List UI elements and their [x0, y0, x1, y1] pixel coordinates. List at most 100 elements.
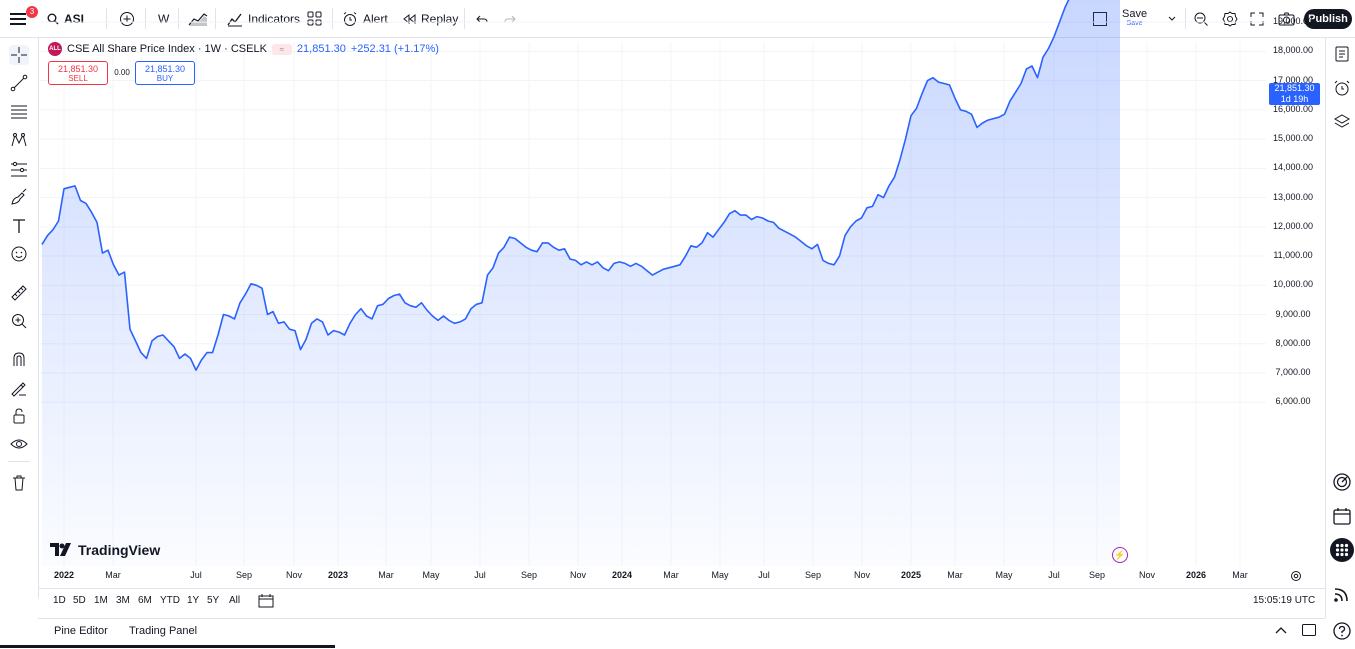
- time-axis-label: Mar: [105, 570, 121, 580]
- time-axis-label: 2025: [900, 570, 922, 580]
- streams-button[interactable]: [1330, 582, 1354, 606]
- lightning-icon: ⚡: [1114, 549, 1126, 560]
- apps-button[interactable]: [1330, 538, 1354, 562]
- text-tool[interactable]: [9, 216, 29, 236]
- brush-icon: [11, 188, 27, 205]
- target-button[interactable]: [1330, 470, 1354, 494]
- time-axis-label: Mar: [663, 570, 679, 580]
- settings-button[interactable]: [1222, 0, 1238, 37]
- magnet-icon: [13, 352, 25, 366]
- drawing-toolbar: [0, 38, 39, 598]
- bottom-scrollbar[interactable]: [0, 645, 335, 648]
- emoji-tool[interactable]: [9, 244, 29, 264]
- tab-trading-panel[interactable]: Trading Panel: [129, 625, 198, 637]
- range-button-ytd[interactable]: YTD: [160, 595, 180, 606]
- help-button[interactable]: [1330, 619, 1354, 643]
- indicators-button[interactable]: Indicators: [227, 0, 300, 37]
- go-to-date-button[interactable]: [258, 593, 274, 608]
- legend-title[interactable]: CSE All Share Price Index · 1W · CSELK: [67, 43, 267, 55]
- zoom-tool[interactable]: [9, 311, 29, 331]
- price-area-fill: [42, 0, 1120, 566]
- symbol-search-button[interactable]: ASI: [47, 0, 84, 37]
- events-marker[interactable]: ⚡: [1112, 547, 1128, 563]
- trash-icon: [13, 475, 25, 491]
- time-axis-label: Nov: [569, 570, 587, 580]
- sell-button[interactable]: 21,851.30 SELL: [48, 61, 108, 85]
- range-button-5d[interactable]: 5D: [73, 595, 86, 606]
- range-button-1y[interactable]: 1Y: [187, 595, 200, 606]
- crosshair-tool[interactable]: [9, 45, 29, 65]
- price-axis-label: 8,000.00: [1275, 337, 1311, 348]
- fullscreen-button[interactable]: [1250, 0, 1264, 37]
- trend-line-tool[interactable]: [9, 73, 29, 93]
- range-button-5y[interactable]: 5Y: [207, 595, 220, 606]
- right-sidebar: [1325, 38, 1355, 618]
- undo-button[interactable]: [475, 0, 489, 37]
- interval-button[interactable]: W: [158, 0, 169, 37]
- time-axis-label: 2024: [611, 570, 633, 580]
- square-layout-icon: [1093, 11, 1107, 26]
- prediction-tool[interactable]: [9, 159, 29, 179]
- quick-search-button[interactable]: [1193, 0, 1209, 37]
- fullscreen-icon: [1250, 12, 1264, 25]
- chart-type-button[interactable]: [188, 0, 208, 37]
- fib-tool[interactable]: [9, 101, 29, 121]
- save-menu-button[interactable]: [1167, 0, 1177, 37]
- calendar-button[interactable]: [1330, 504, 1354, 528]
- price-axis-label: 7,000.00: [1275, 367, 1311, 378]
- hamburger-icon: [10, 12, 26, 25]
- time-axis-label: Nov: [285, 570, 303, 580]
- remove-drawings-tool[interactable]: [9, 473, 29, 493]
- time-axis-label: 2026: [1185, 570, 1207, 580]
- axis-settings-button[interactable]: [1290, 570, 1302, 582]
- price-axis-label: 17,000.00: [1272, 74, 1314, 85]
- last-price-tag-value: 21,851.30: [1274, 83, 1315, 93]
- tab-pine-editor[interactable]: Pine Editor: [54, 625, 108, 637]
- layout-button[interactable]: [1092, 0, 1108, 37]
- snapshot-button[interactable]: [1278, 0, 1295, 37]
- bottom-panel: [38, 618, 1325, 649]
- alarm-clock-icon: [343, 11, 357, 26]
- range-button-6m[interactable]: 6M: [138, 595, 152, 606]
- menu-button[interactable]: [10, 0, 28, 37]
- replay-button[interactable]: Replay: [402, 0, 458, 37]
- lock-all-tool[interactable]: [9, 406, 29, 426]
- time-axis-label: May: [422, 570, 440, 580]
- magnet-tool[interactable]: [9, 349, 29, 369]
- compare-button[interactable]: [119, 0, 135, 37]
- redo-button[interactable]: [503, 0, 517, 37]
- range-button-1d[interactable]: 1D: [53, 595, 66, 606]
- templates-button[interactable]: [307, 0, 322, 37]
- utc-clock[interactable]: 15:05:19 UTC: [1253, 595, 1316, 606]
- range-button-1m[interactable]: 1M: [94, 595, 108, 606]
- redo-icon: [504, 15, 516, 22]
- range-button-all[interactable]: All: [229, 595, 241, 606]
- buy-label: BUY: [156, 74, 174, 83]
- alert-button[interactable]: Alert: [342, 0, 388, 37]
- hide-all-tool[interactable]: [9, 434, 29, 454]
- time-axis-label: May: [995, 570, 1013, 580]
- range-button-3m[interactable]: 3M: [116, 595, 130, 606]
- object-tree-button[interactable]: [1330, 110, 1354, 134]
- eye-icon: [10, 439, 28, 449]
- time-axis-label: 2023: [327, 570, 349, 580]
- time-axis-label: Nov: [1138, 570, 1156, 580]
- emoji-icon: [11, 246, 27, 262]
- collapse-panel-button[interactable]: [1274, 625, 1288, 635]
- save-button[interactable]: Save Save: [1122, 0, 1147, 37]
- pattern-tool[interactable]: [9, 130, 29, 150]
- zoom-search-icon: [1194, 12, 1208, 26]
- measure-tool[interactable]: [9, 283, 29, 303]
- chevron-down-icon: [1168, 16, 1176, 21]
- publish-button[interactable]: Publish: [1304, 9, 1352, 29]
- watchlist-button[interactable]: [1330, 42, 1354, 66]
- ruler-icon: [11, 285, 27, 301]
- stay-drawing-tool[interactable]: [9, 378, 29, 398]
- alerts-button[interactable]: [1330, 76, 1354, 100]
- maximize-panel-button[interactable]: [1301, 623, 1317, 637]
- brush-tool[interactable]: [9, 187, 29, 207]
- buy-button[interactable]: 21,851.30 BUY: [135, 61, 195, 85]
- zoom-in-icon: [12, 314, 27, 329]
- apps-grid-icon: [1330, 538, 1354, 562]
